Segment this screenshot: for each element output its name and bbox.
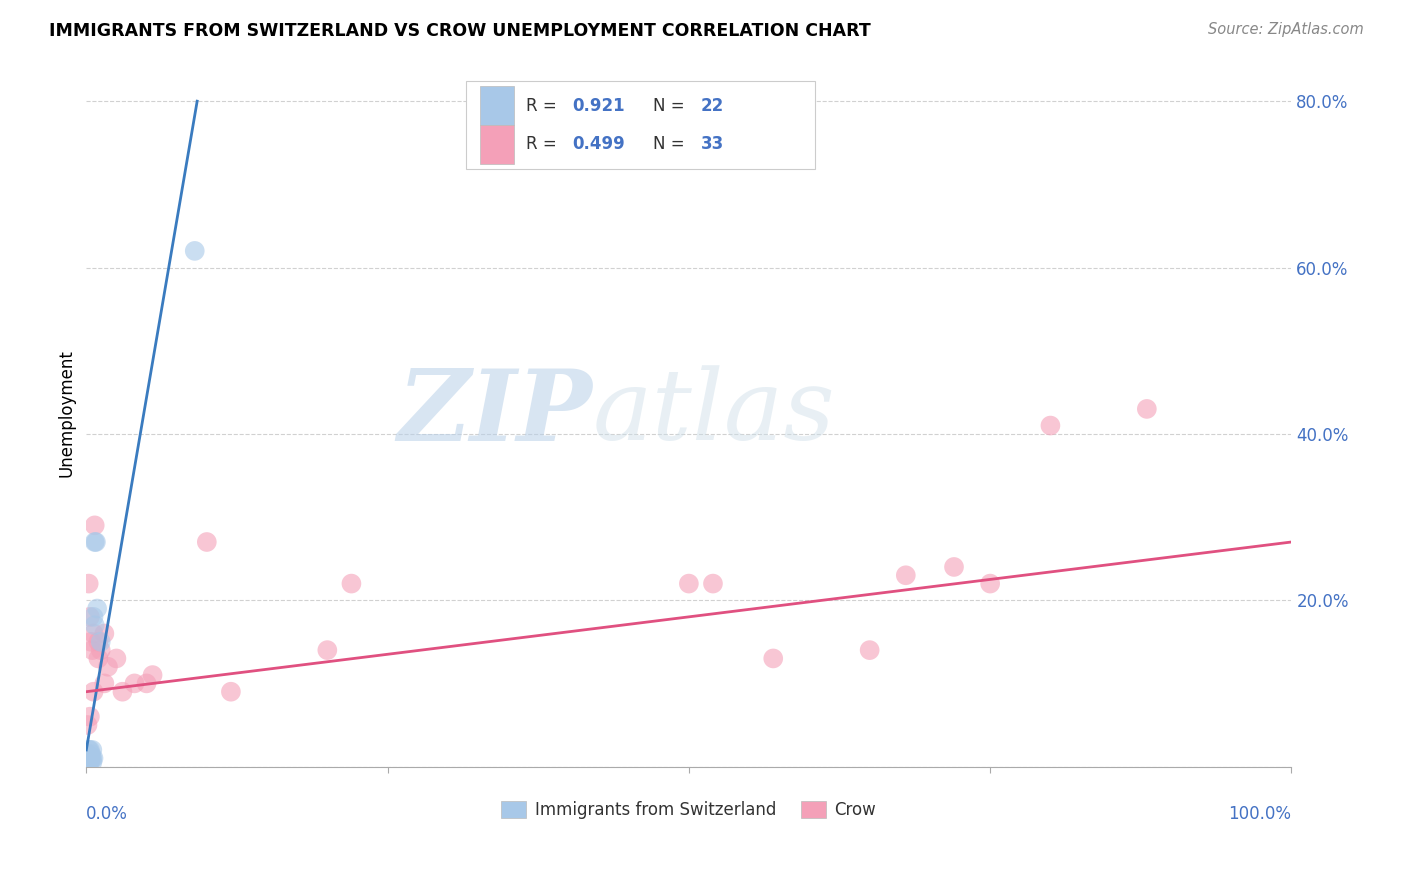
Point (79, 756, 101, 770)
Point (77, 576, 100, 591)
Point (80, 747, 103, 761)
Point (979, 576, 1001, 591)
Point (79, 610, 101, 624)
Text: 0.921: 0.921 (572, 96, 624, 114)
Point (184, 244, 207, 258)
Text: N =: N = (652, 96, 689, 114)
Point (93, 676, 115, 690)
Point (83, 626, 105, 640)
Point (77, 756, 100, 770)
Point (762, 651, 785, 665)
Point (83, 684, 105, 698)
Text: 0.0%: 0.0% (86, 805, 128, 823)
Point (76, 747, 98, 761)
Point (82, 751, 104, 765)
Point (77, 743, 100, 757)
Point (83, 518, 105, 533)
Point (894, 568, 917, 582)
Point (195, 535, 218, 549)
Point (83, 535, 105, 549)
FancyBboxPatch shape (481, 125, 515, 164)
FancyBboxPatch shape (465, 81, 815, 169)
Point (76, 718, 98, 732)
Point (93, 626, 115, 640)
Point (86, 601, 108, 615)
Text: IMMIGRANTS FROM SWITZERLAND VS CROW UNEMPLOYMENT CORRELATION CHART: IMMIGRANTS FROM SWITZERLAND VS CROW UNEM… (49, 22, 870, 40)
Point (79, 709, 101, 723)
Text: atlas: atlas (592, 366, 835, 461)
Point (1039, 418, 1062, 433)
Text: N =: N = (652, 136, 689, 153)
Point (1136, 401, 1159, 416)
Point (340, 576, 363, 591)
Point (142, 668, 165, 682)
Point (859, 643, 882, 657)
Point (77, 751, 100, 765)
Point (79, 751, 101, 765)
Point (105, 651, 128, 665)
Point (76, 756, 98, 770)
Legend: Immigrants from Switzerland, Crow: Immigrants from Switzerland, Crow (495, 794, 883, 825)
Text: 100.0%: 100.0% (1229, 805, 1292, 823)
Point (97, 659, 120, 673)
Text: ZIP: ZIP (398, 365, 592, 461)
Point (82, 756, 104, 770)
Point (79, 743, 101, 757)
Point (678, 576, 700, 591)
Point (90, 635, 112, 649)
Point (80, 751, 103, 765)
Text: Source: ZipAtlas.com: Source: ZipAtlas.com (1208, 22, 1364, 37)
Point (90, 643, 112, 657)
Point (83, 610, 105, 624)
Point (87, 635, 110, 649)
Point (76, 751, 98, 765)
FancyBboxPatch shape (481, 87, 515, 125)
Text: 33: 33 (702, 136, 724, 153)
Point (219, 684, 242, 698)
Point (943, 560, 966, 574)
Point (82, 643, 104, 657)
Text: 0.499: 0.499 (572, 136, 624, 153)
Point (80, 635, 103, 649)
Y-axis label: Unemployment: Unemployment (58, 349, 75, 477)
Point (83, 618, 105, 632)
Point (316, 643, 339, 657)
Point (124, 676, 146, 690)
Text: R =: R = (526, 96, 562, 114)
Point (87, 651, 110, 665)
Point (702, 576, 724, 591)
Point (82, 743, 104, 757)
Text: R =: R = (526, 136, 562, 153)
Point (83, 751, 105, 765)
Point (111, 684, 134, 698)
Text: 22: 22 (702, 96, 724, 114)
Point (84, 535, 107, 549)
Point (135, 676, 157, 690)
